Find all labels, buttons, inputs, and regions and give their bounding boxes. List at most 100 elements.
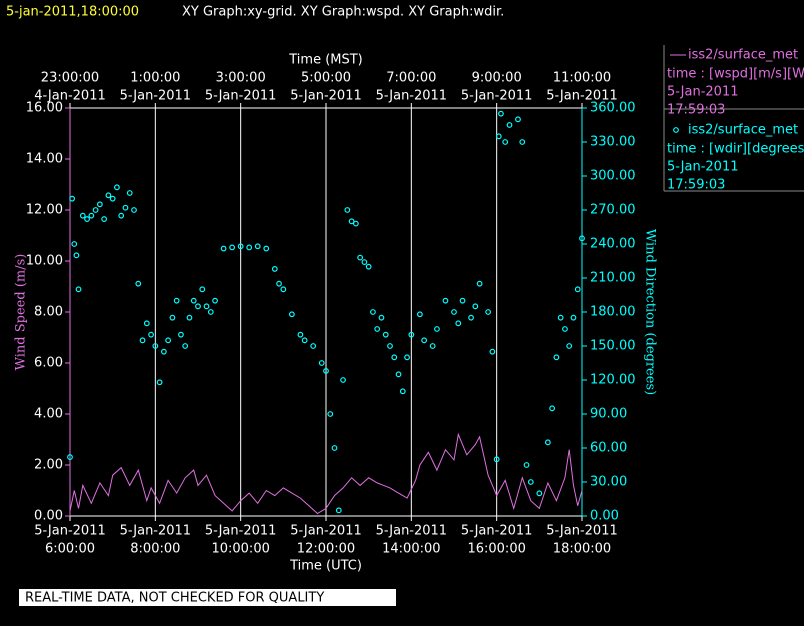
legend-detail: time : [wdir][degrees][V: [667, 142, 804, 157]
data-point: [434, 326, 440, 332]
x-tick-label: 8:00:00: [130, 542, 180, 557]
data-point: [570, 314, 577, 321]
y-tick-label: 16.00: [26, 101, 63, 116]
data-point: [114, 184, 120, 191]
data-point: [71, 241, 78, 247]
x-tick-label: 14:00:00: [382, 542, 440, 557]
data-point: [75, 286, 82, 293]
data-point: [207, 309, 214, 315]
data-point: [451, 309, 457, 315]
data-point: [361, 259, 368, 266]
data-point: [387, 343, 393, 349]
x2-tick-label: 3:00:00: [216, 71, 266, 86]
data-point: [468, 314, 474, 321]
data-point: [190, 297, 197, 304]
data-point: [357, 254, 364, 261]
data-point: [84, 216, 90, 222]
data-point: [105, 192, 112, 199]
data-point: [160, 348, 167, 355]
data-point: [549, 405, 556, 412]
data-point: [544, 439, 551, 446]
data-point: [455, 320, 462, 327]
y2-tick-label: 360.00: [590, 101, 636, 116]
y2-tick-label: 90.00: [590, 407, 627, 422]
x2-tick-label: 5:00:00: [301, 71, 351, 86]
data-point: [67, 454, 73, 460]
x-tick-label: 16:00:00: [467, 542, 525, 557]
data-point: [237, 243, 244, 250]
data-point: [476, 280, 483, 287]
data-point: [139, 337, 146, 344]
data-point: [519, 139, 526, 145]
data-point: [96, 201, 103, 208]
legend-name: iss2/surface_met: [688, 123, 798, 138]
data-point: [340, 377, 346, 383]
x-tick-label: 10:00:00: [211, 542, 269, 557]
x2-tick-label: 1:00:00: [130, 71, 180, 86]
data-point: [536, 490, 543, 497]
x2-tick-date: 5-Jan-2011: [290, 89, 362, 104]
data-point: [323, 368, 329, 374]
data-point: [352, 220, 359, 227]
data-point: [203, 303, 210, 310]
data-point: [143, 320, 150, 327]
y-tick-label: 2.00: [34, 458, 63, 473]
data-point: [88, 212, 95, 219]
x2-tick-date: 5-Jan-2011: [120, 89, 192, 104]
data-point: [73, 252, 80, 259]
data-point: [288, 311, 295, 318]
data-point: [318, 360, 325, 366]
data-point: [344, 207, 351, 213]
data-point: [148, 331, 154, 338]
data-point: [489, 348, 496, 355]
data-point: [442, 297, 449, 304]
data-point: [395, 371, 402, 378]
x-tick-date: 5-Jan-2011: [120, 524, 192, 539]
data-point: [566, 343, 573, 349]
y2-tick-label: 210.00: [590, 271, 636, 286]
data-point: [173, 297, 180, 304]
legend-detail: 17:59:03: [667, 178, 725, 193]
data-point: [327, 411, 334, 417]
x2-tick-label: 23:00:00: [41, 71, 99, 86]
data-point: [331, 445, 338, 451]
footer: REAL-TIME DATA, NOT CHECKED FOR QUALITY: [25, 591, 324, 606]
data-point: [502, 139, 509, 145]
x-tick-date: 5-Jan-2011: [376, 524, 448, 539]
y-tick-label: 14.00: [26, 152, 63, 167]
data-point: [579, 235, 585, 242]
data-point: [186, 314, 193, 321]
y2-tick-label: 0.00: [590, 509, 619, 524]
y-tick-label: 8.00: [34, 305, 63, 320]
data-point: [92, 207, 99, 213]
x-tick-date: 5-Jan-2011: [546, 524, 618, 539]
data-point: [459, 297, 466, 304]
data-point: [391, 354, 398, 361]
data-point: [557, 314, 564, 321]
y2-axis-label: Wind Direction (degrees): [643, 229, 658, 395]
y2-tick-label: 300.00: [590, 169, 636, 184]
data-point: [485, 309, 492, 315]
data-point: [79, 212, 86, 219]
y2-tick-label: 270.00: [590, 203, 636, 218]
data-point: [310, 343, 317, 349]
data-point: [122, 204, 129, 211]
data-point: [69, 195, 76, 202]
data-point: [276, 280, 282, 287]
data-point: [101, 216, 108, 222]
x-tick-label: 18:00:00: [553, 542, 611, 557]
data-point: [365, 263, 372, 270]
data-point: [416, 311, 423, 318]
data-point: [527, 479, 534, 485]
x-tick-date: 5-Jan-2011: [205, 524, 277, 539]
data-point: [493, 456, 500, 463]
y-tick-label: 0.00: [34, 509, 63, 524]
data-point: [378, 314, 385, 321]
data-point: [421, 337, 428, 344]
y2-tick-label: 30.00: [590, 475, 627, 490]
data-point: [374, 326, 381, 332]
data-point: [495, 133, 502, 140]
data-point: [178, 331, 184, 338]
data-point: [126, 190, 133, 196]
y2-tick-label: 60.00: [590, 441, 627, 456]
